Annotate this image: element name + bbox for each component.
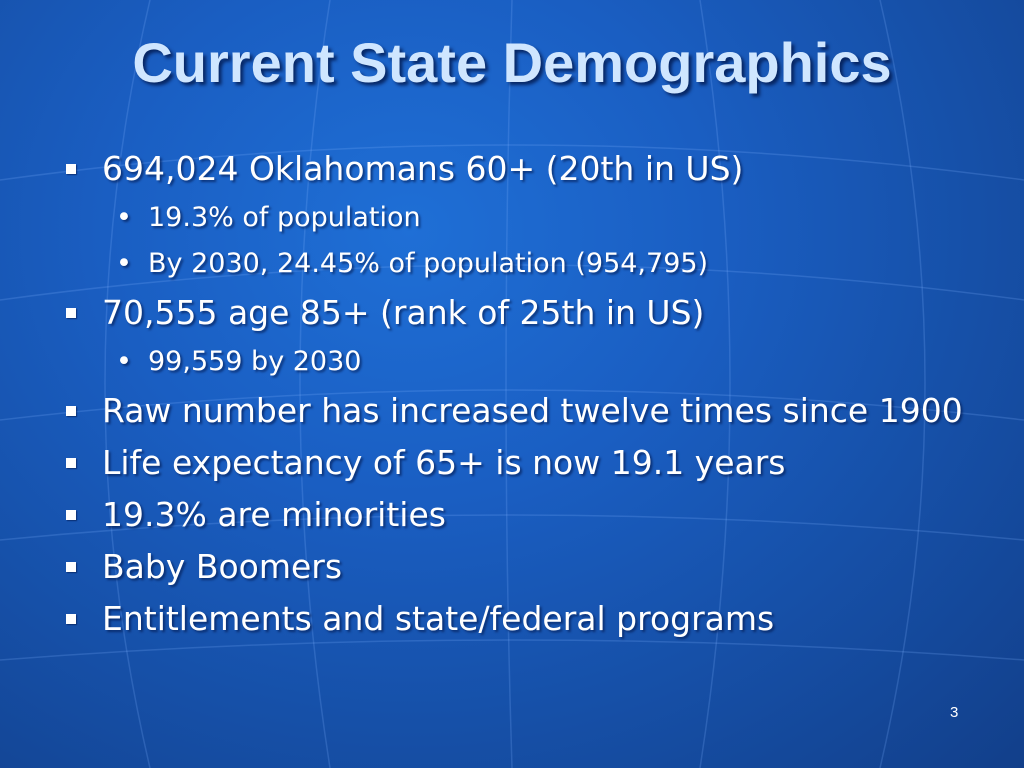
sub-list-item-text: By 2030, 24.45% of population (954,795)	[148, 248, 709, 279]
sub-list-item: • 19.3% of population	[60, 200, 980, 236]
sub-list-item: • By 2030, 24.45% of population (954,795…	[60, 246, 980, 282]
list-item-text: Life expectancy of 65+ is now 19.1 years	[102, 443, 786, 482]
square-bullet-icon	[66, 510, 76, 520]
page-number: 3	[950, 704, 959, 721]
list-item-text: Baby Boomers	[102, 547, 343, 586]
list-item: 694,024 Oklahomans 60+ (20th in US)	[60, 148, 980, 190]
square-bullet-icon	[66, 308, 76, 318]
list-item-text: 19.3% are minorities	[102, 495, 446, 534]
sub-list-item-text: 19.3% of population	[148, 202, 421, 233]
list-item-text: 694,024 Oklahomans 60+ (20th in US)	[102, 149, 744, 188]
slide-title: Current State Demographics	[132, 31, 892, 94]
list-item-text: 70,555 age 85+ (rank of 25th in US)	[102, 293, 705, 332]
list-item-text: Entitlements and state/federal programs	[102, 599, 775, 638]
dot-bullet-icon: •	[116, 202, 132, 233]
sub-list-item-text: 99,559 by 2030	[148, 346, 362, 377]
list-item: 70,555 age 85+ (rank of 25th in US)	[60, 292, 980, 334]
list-item: Life expectancy of 65+ is now 19.1 years	[60, 442, 980, 484]
square-bullet-icon	[66, 458, 76, 468]
square-bullet-icon	[66, 406, 76, 416]
sub-list-item: • 99,559 by 2030	[60, 344, 980, 380]
square-bullet-icon	[66, 614, 76, 624]
square-bullet-icon	[66, 164, 76, 174]
list-item: Baby Boomers	[60, 546, 980, 588]
list-item: Raw number has increased twelve times si…	[60, 390, 980, 432]
list-item: Entitlements and state/federal programs	[60, 598, 980, 640]
dot-bullet-icon: •	[116, 248, 132, 279]
square-bullet-icon	[66, 562, 76, 572]
list-item: 19.3% are minorities	[60, 494, 980, 536]
dot-bullet-icon: •	[116, 346, 132, 377]
list-item-text: Raw number has increased twelve times si…	[102, 391, 963, 430]
bullet-list: 694,024 Oklahomans 60+ (20th in US) • 19…	[60, 148, 980, 650]
